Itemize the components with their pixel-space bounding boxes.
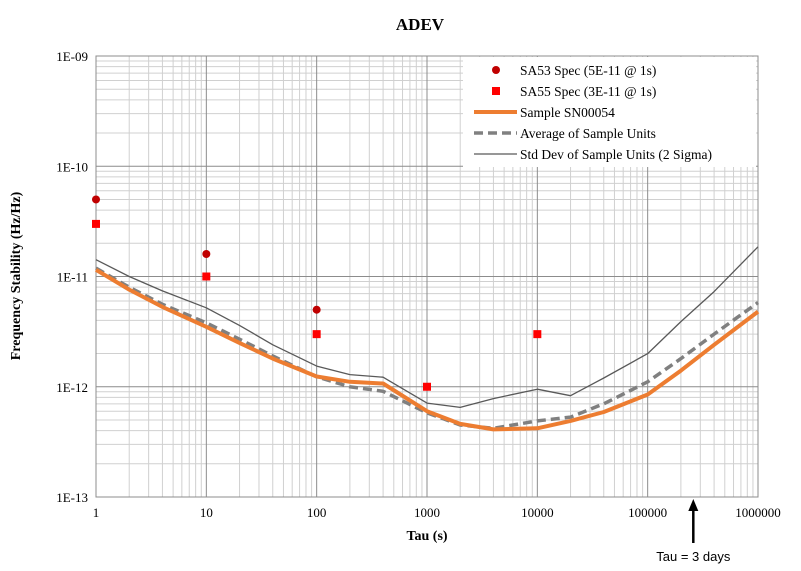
annotation-tau-3-days: Tau = 3 days [656,499,731,564]
x-tick-label: 100 [307,505,327,520]
legend-label: Average of Sample Units [520,126,656,141]
sa55-spec-point [202,272,211,281]
legend: SA53 Spec (5E-11 @ 1s) SA55 Spec (3E-11 @… [463,57,756,167]
chart-title: ADEV [396,15,445,34]
legend-label: Sample SN00054 [520,105,615,120]
legend-label: Std Dev of Sample Units (2 Sigma) [520,147,712,162]
x-tick-label: 10000 [521,505,554,520]
tick-labels: 1 10 100 1000 10000 100000 1000000 1E-13 1E-12 1E… [56,49,781,520]
annotation-label: Tau = 3 days [656,549,731,564]
sa53-spec-point [312,305,321,314]
sa53-spec-point [202,249,211,258]
legend-label: SA55 Spec (3E-11 @ 1s) [520,84,656,99]
x-tick-label: 100000 [628,505,667,520]
sa55-spec-point [92,219,100,228]
arrow-up-icon [688,499,699,511]
y-tick-label: 1E-10 [56,159,88,174]
plot-border [95,55,759,498]
sa55-spec-point [533,330,542,339]
x-axis-label: Tau (s) [406,529,447,544]
sa53-spec-point [92,195,100,204]
y-tick-label: 1E-13 [56,490,88,505]
y-axis-label: Frequency Stability (Hz/Hz) [9,191,24,360]
y-tick-label: 1E-12 [56,380,88,395]
sample-sn00054-line [94,268,760,432]
sa55-spec-point [423,382,431,391]
y-tick-label: 1E-09 [56,49,88,64]
legend-circle-icon [492,66,500,74]
x-tick-label: 1000000 [735,505,781,520]
legend-label: SA53 Spec (5E-11 @ 1s) [520,63,656,78]
x-tick-label: 1000 [414,505,440,520]
legend-square-icon [492,87,500,95]
x-tick-label: 1 [93,505,100,520]
sa55-spec-point [312,330,321,339]
std-dev-line [95,246,759,409]
x-tick-label: 10 [200,505,213,520]
average-line [95,266,760,431]
series-layer [92,195,760,432]
y-tick-label: 1E-11 [57,270,88,285]
